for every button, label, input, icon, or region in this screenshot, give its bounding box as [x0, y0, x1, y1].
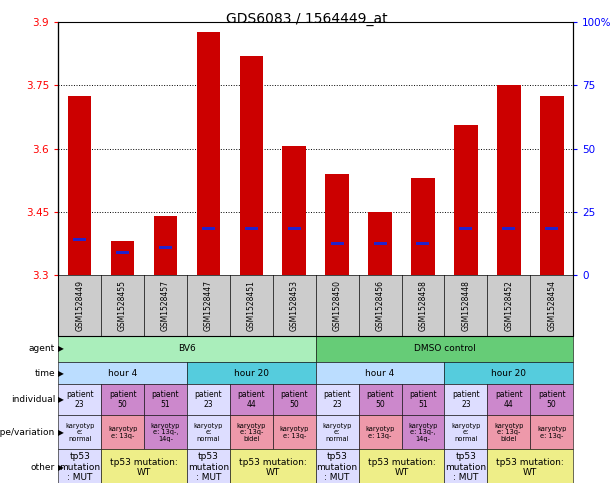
Text: tp53 mutation:
WT: tp53 mutation: WT: [239, 457, 306, 477]
Text: ▶: ▶: [58, 344, 64, 354]
Text: patient
51: patient 51: [151, 390, 180, 409]
Text: GSM1528457: GSM1528457: [161, 280, 170, 331]
Bar: [245, 227, 258, 230]
Text: ▶: ▶: [58, 369, 64, 378]
Text: karyotyp
e:
normal: karyotyp e: normal: [451, 423, 481, 442]
Bar: [368, 212, 392, 275]
Text: patient
44: patient 44: [237, 390, 265, 409]
Bar: [497, 85, 520, 275]
Text: patient
23: patient 23: [452, 390, 480, 409]
Text: ▶: ▶: [58, 395, 64, 404]
Text: GSM1528453: GSM1528453: [290, 280, 299, 331]
Bar: [240, 56, 263, 275]
Bar: [373, 242, 387, 245]
Text: GSM1528454: GSM1528454: [547, 280, 556, 331]
Bar: [154, 216, 177, 275]
Text: agent: agent: [29, 344, 55, 354]
Text: individual: individual: [11, 395, 55, 404]
Text: tp53 mutation:
WT: tp53 mutation: WT: [368, 457, 435, 477]
Text: GSM1528451: GSM1528451: [247, 280, 256, 331]
Text: GSM1528456: GSM1528456: [376, 280, 384, 331]
Text: DMSO control: DMSO control: [414, 344, 475, 354]
Text: karyotyp
e: 13q-
bidel: karyotyp e: 13q- bidel: [237, 423, 266, 442]
Bar: [330, 242, 344, 245]
Text: time: time: [34, 369, 55, 378]
Text: karyotyp
e: 13q-: karyotyp e: 13q-: [280, 426, 309, 439]
Text: patient
50: patient 50: [538, 390, 566, 409]
Text: hour 4: hour 4: [108, 369, 137, 378]
Bar: [459, 227, 473, 230]
Bar: [111, 242, 134, 275]
Text: tp53
mutation
: MUT: tp53 mutation : MUT: [445, 453, 487, 482]
Text: tp53 mutation:
WT: tp53 mutation: WT: [497, 457, 564, 477]
Text: other: other: [31, 463, 55, 472]
Bar: [540, 96, 563, 275]
Text: patient
50: patient 50: [366, 390, 394, 409]
Text: karyotyp
e: 13q-,
14q-: karyotyp e: 13q-, 14q-: [408, 423, 438, 442]
Text: GSM1528458: GSM1528458: [419, 280, 427, 331]
Text: GSM1528455: GSM1528455: [118, 280, 127, 331]
Bar: [197, 32, 220, 275]
Text: hour 20: hour 20: [234, 369, 269, 378]
Text: karyotyp
e:
normal: karyotyp e: normal: [322, 423, 352, 442]
Text: ▶: ▶: [58, 463, 64, 472]
Bar: [326, 174, 349, 275]
Text: tp53
mutation
: MUT: tp53 mutation : MUT: [59, 453, 101, 482]
Bar: [159, 246, 172, 249]
Text: hour 4: hour 4: [365, 369, 395, 378]
Bar: [545, 227, 558, 230]
Text: GSM1528449: GSM1528449: [75, 280, 84, 331]
Bar: [416, 242, 430, 245]
Text: hour 20: hour 20: [491, 369, 527, 378]
Bar: [502, 227, 516, 230]
Text: patient
23: patient 23: [66, 390, 94, 409]
Text: patient
50: patient 50: [109, 390, 137, 409]
Text: patient
44: patient 44: [495, 390, 523, 409]
Bar: [287, 227, 301, 230]
Text: ▶: ▶: [58, 428, 64, 437]
Text: GSM1528450: GSM1528450: [333, 280, 341, 331]
Text: patient
51: patient 51: [409, 390, 437, 409]
Text: karyotyp
e: 13q-: karyotyp e: 13q-: [108, 426, 137, 439]
Bar: [68, 96, 91, 275]
Bar: [116, 251, 129, 254]
Text: karyotyp
e: 13q-: karyotyp e: 13q-: [537, 426, 566, 439]
Text: GDS6083 / 1564449_at: GDS6083 / 1564449_at: [226, 12, 387, 26]
Text: BV6: BV6: [178, 344, 196, 354]
Text: tp53 mutation:
WT: tp53 mutation: WT: [110, 457, 178, 477]
Text: karyotyp
e: 13q-
bidel: karyotyp e: 13q- bidel: [494, 423, 524, 442]
Text: GSM1528447: GSM1528447: [204, 280, 213, 331]
Text: tp53
mutation
: MUT: tp53 mutation : MUT: [316, 453, 358, 482]
Text: patient
50: patient 50: [280, 390, 308, 409]
Text: karyotyp
e: 13q-,
14q-: karyotyp e: 13q-, 14q-: [151, 423, 180, 442]
Text: tp53
mutation
: MUT: tp53 mutation : MUT: [188, 453, 229, 482]
Text: genotype/variation: genotype/variation: [0, 428, 55, 437]
Bar: [454, 125, 478, 275]
Text: GSM1528448: GSM1528448: [462, 280, 470, 331]
Text: GSM1528452: GSM1528452: [504, 280, 513, 331]
Bar: [283, 146, 306, 275]
Text: karyotyp
e:
normal: karyotyp e: normal: [194, 423, 223, 442]
Text: karyotyp
e:
normal: karyotyp e: normal: [65, 423, 94, 442]
Text: karyotyp
e: 13q-: karyotyp e: 13q-: [365, 426, 395, 439]
Text: patient
23: patient 23: [194, 390, 223, 409]
Bar: [411, 178, 435, 275]
Bar: [73, 238, 86, 241]
Bar: [202, 227, 215, 230]
Text: patient
23: patient 23: [323, 390, 351, 409]
